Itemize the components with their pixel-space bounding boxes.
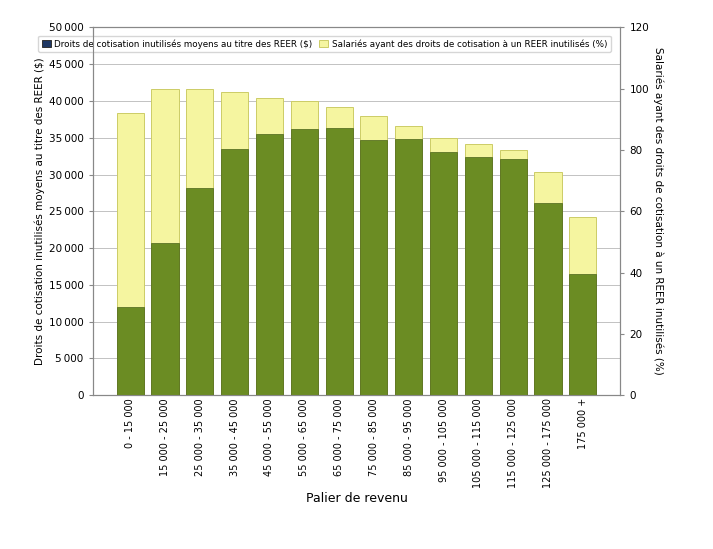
Bar [500, 159, 527, 395]
Bar [186, 89, 213, 395]
Bar [151, 89, 179, 395]
Bar [186, 188, 213, 395]
Bar [256, 98, 283, 395]
Bar [326, 107, 353, 395]
Bar [430, 152, 457, 395]
X-axis label: Palier de revenu: Palier de revenu [306, 492, 407, 505]
Y-axis label: Salariés ayant des droits de cotisation à un REER inutilisés (%): Salariés ayant des droits de cotisation … [653, 48, 664, 375]
Bar [117, 113, 144, 395]
Bar [221, 149, 248, 395]
Legend: Droits de cotisation inutilisés moyens au titre des REER ($), Salariés ayant des: Droits de cotisation inutilisés moyens a… [39, 36, 610, 52]
Bar [291, 101, 318, 395]
Bar [500, 150, 527, 395]
Bar [221, 92, 248, 395]
Bar [569, 217, 596, 395]
Bar [534, 171, 562, 395]
Bar [534, 203, 562, 395]
Bar [360, 116, 387, 395]
Bar [430, 138, 457, 395]
Bar [117, 307, 144, 395]
Bar [465, 144, 492, 395]
Bar [151, 243, 179, 395]
Bar [465, 157, 492, 395]
Bar [256, 134, 283, 395]
Y-axis label: Droits de cotisation inutilisés moyens au titre des REER ($): Droits de cotisation inutilisés moyens a… [34, 58, 45, 365]
Bar [569, 274, 596, 395]
Bar [360, 140, 387, 395]
Bar [291, 129, 318, 395]
Bar [326, 128, 353, 395]
Bar [395, 139, 422, 395]
Bar [395, 126, 422, 395]
